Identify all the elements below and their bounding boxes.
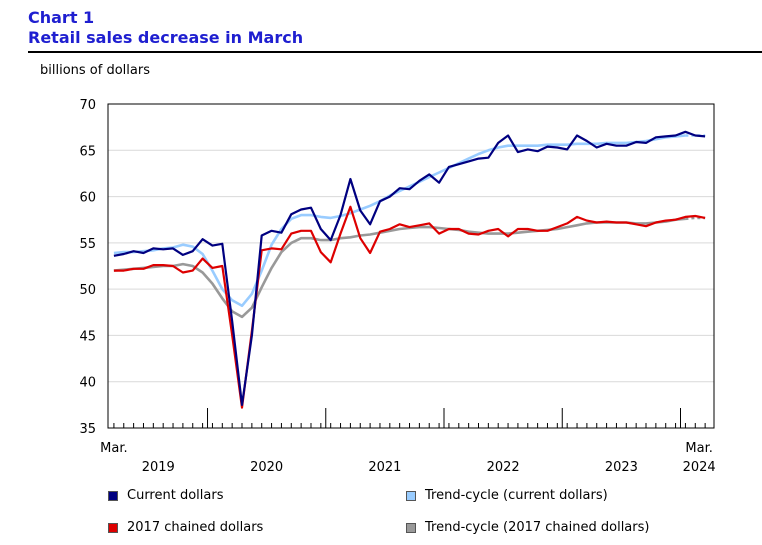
title-block: Chart 1 Retail sales decrease in March	[28, 8, 303, 48]
y-tick-label: 50	[79, 283, 96, 298]
legend-label: 2017 chained dollars	[127, 520, 264, 535]
legend-swatch	[406, 490, 416, 501]
legend-swatch	[108, 490, 118, 501]
legend-item-chained-dollars: 2017 chained dollars	[108, 520, 263, 535]
chart-number: Chart 1	[28, 8, 95, 27]
series-line	[113, 130, 706, 406]
title-divider	[28, 51, 762, 53]
series-line	[113, 217, 686, 319]
y-tick-label: 65	[79, 144, 96, 159]
x-start-month-label: Mar.	[100, 441, 127, 456]
legend-label: Trend-cycle (current dollars)	[425, 488, 608, 503]
x-year-label: 2020	[250, 460, 283, 475]
y-tick-label: 45	[79, 329, 96, 344]
series-line	[113, 134, 686, 308]
legend-label: Current dollars	[127, 488, 224, 503]
legend-label: Trend-cycle (2017 chained dollars)	[425, 520, 650, 535]
x-year-label: 2019	[142, 460, 175, 475]
y-tick-label: 70	[79, 98, 96, 113]
y-tick-label: 35	[79, 422, 96, 437]
x-end-month-label: Mar.	[685, 441, 712, 456]
x-year-label: 2024	[683, 460, 716, 475]
legend-item-trend-chained: Trend-cycle (2017 chained dollars)	[406, 520, 649, 535]
y-tick-label: 55	[79, 237, 96, 252]
x-year-label: 2022	[487, 460, 520, 475]
series-line	[113, 205, 706, 409]
legend-swatch	[406, 522, 416, 533]
x-year-label: 2021	[368, 460, 401, 475]
x-year-label: 2023	[605, 460, 638, 475]
legend-swatch	[108, 522, 118, 533]
plot-frame	[107, 103, 715, 429]
legend-item-current-dollars: Current dollars	[108, 488, 223, 503]
y-tick-label: 60	[79, 191, 96, 206]
y-axis-unit-label: billions of dollars	[40, 63, 150, 78]
y-tick-label: 40	[79, 376, 96, 391]
chart-title: Retail sales decrease in March	[28, 28, 304, 47]
legend-item-trend-current: Trend-cycle (current dollars)	[406, 488, 608, 503]
